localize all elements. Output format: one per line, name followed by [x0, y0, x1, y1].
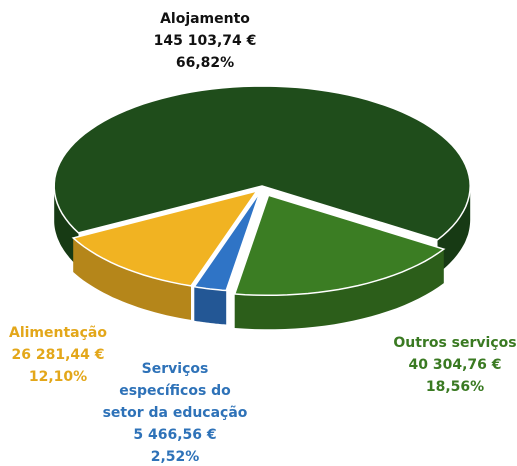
pie-slice-side: [234, 249, 444, 330]
slice-label: Alimentação 26 281,44 € 12,10%: [3, 322, 113, 388]
pie-slice: [193, 191, 261, 292]
slice-percent: 18,56%: [425, 379, 485, 395]
slice-name: Serviços específicos do setor da educaçã…: [102, 361, 248, 421]
slice-percent: 2,52%: [150, 449, 200, 465]
slice-name: Outros serviços: [393, 335, 517, 351]
slice-percent: 66,82%: [175, 55, 235, 71]
slice-label: Outros serviços 40 304,76 € 18,56%: [380, 332, 517, 398]
pie-slice-side: [54, 186, 79, 267]
slice-amount: 40 304,76 €: [408, 357, 502, 373]
slice-label: Alojamento 145 103,74 € 66,82%: [125, 8, 285, 74]
slice-amount: 26 281,44 €: [11, 347, 105, 363]
slice-amount: 145 103,74 €: [153, 33, 257, 49]
slice-percent: 12,10%: [28, 369, 88, 385]
slice-label: Serviços específicos do setor da educaçã…: [100, 358, 250, 466]
slice-amount: 5 466,56 €: [133, 427, 217, 443]
slice-name: Alojamento: [160, 11, 250, 27]
pie-slice: [53, 85, 471, 241]
pie-slice-side: [437, 186, 471, 274]
pie-slice-side: [194, 286, 227, 325]
slice-name: Alimentação: [9, 325, 107, 341]
pie-slice: [71, 189, 259, 287]
pie-slice: [233, 194, 446, 297]
